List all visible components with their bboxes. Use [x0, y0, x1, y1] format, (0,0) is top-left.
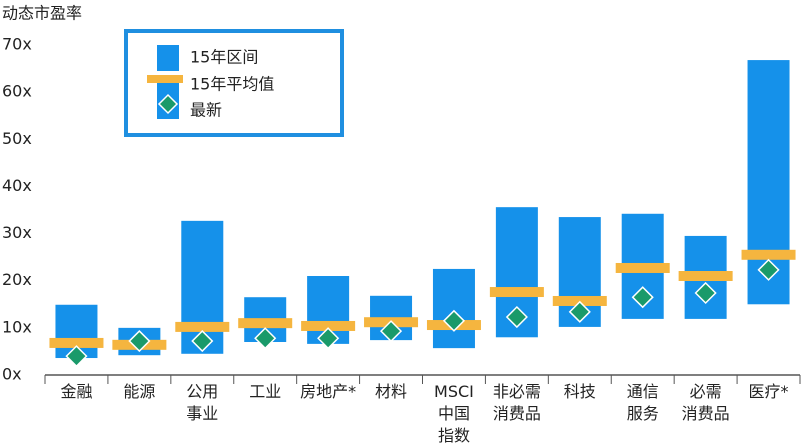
- latest-marker: [317, 327, 340, 350]
- y-tick-label: 30x: [2, 223, 32, 242]
- x-tick-label: 医疗*: [749, 382, 789, 401]
- average-marker: [489, 287, 544, 298]
- x-tick-label-line: MSCI: [434, 382, 474, 401]
- y-tick-label: 40x: [2, 176, 32, 195]
- x-tick-label: 通信服务: [627, 382, 659, 423]
- x-tick-label-line: 服务: [627, 404, 659, 423]
- y-tick-label: 10x: [2, 317, 32, 336]
- latest-marker: [505, 305, 528, 329]
- latest-marker: [568, 300, 591, 323]
- latest-marker: [757, 258, 780, 281]
- x-tick-label: 非必需消费品: [493, 382, 541, 423]
- x-tick-label-line: 事业: [186, 404, 218, 423]
- legend-swatch: [157, 93, 179, 115]
- x-tick-label-line: 消费品: [493, 404, 541, 423]
- x-tick-label-line: 工业: [249, 382, 281, 401]
- x-tick-label-line: 金融: [60, 382, 92, 401]
- latest-marker: [379, 320, 403, 343]
- legend-swatch: [147, 75, 183, 83]
- x-tick-label: 能源: [123, 382, 155, 401]
- x-tick-label: 工业: [249, 382, 281, 401]
- legend-label: 15年区间: [190, 48, 258, 67]
- x-tick-label-line: 中国: [438, 404, 470, 423]
- x-tick-label: 房地产*: [300, 382, 356, 401]
- average-marker: [615, 262, 670, 273]
- x-tick-label-line: 消费品: [682, 404, 730, 423]
- y-tick-label: 20x: [2, 270, 32, 289]
- x-tick-label-line: 医疗*: [749, 382, 789, 401]
- legend-label: 最新: [190, 101, 222, 120]
- x-tick-label-line: 指数: [438, 426, 470, 445]
- latest-marker: [631, 286, 654, 309]
- x-tick-label-line: 能源: [123, 382, 155, 401]
- x-tick-label-line: 非必需: [493, 382, 541, 401]
- x-tick-label-line: 材料: [375, 382, 407, 401]
- latest-marker: [65, 345, 88, 368]
- x-tick-label: 必需消费品: [682, 382, 730, 423]
- y-tick-label: 0x: [2, 365, 22, 384]
- x-tick-label-line: 通信: [627, 382, 659, 401]
- x-tick-label-line: 公用: [186, 382, 218, 401]
- y-tick-label: 70x: [2, 35, 32, 54]
- x-tick-label-line: 必需: [690, 382, 722, 401]
- average-marker: [301, 320, 356, 331]
- y-axis-title: 动态市盈率: [2, 4, 82, 23]
- x-tick-label-line: 科技: [564, 382, 596, 401]
- average-marker: [678, 271, 733, 281]
- range-bar: [432, 268, 475, 349]
- y-tick-label: 50x: [2, 129, 32, 148]
- x-tick-label-line: 房地产*: [300, 382, 356, 401]
- legend-swatch: [157, 45, 179, 71]
- x-tick-label: 公用事业: [186, 382, 218, 423]
- y-tick-label: 60x: [2, 82, 32, 101]
- x-tick-label: 科技: [564, 382, 596, 401]
- latest-marker: [254, 327, 277, 350]
- x-tick-label: 金融: [60, 382, 92, 401]
- average-marker: [49, 337, 104, 348]
- average-marker: [238, 318, 293, 329]
- latest-marker: [694, 281, 717, 305]
- x-tick-label: 材料: [375, 382, 407, 401]
- x-tick-label: MSCI 中国指数: [434, 382, 474, 445]
- latest-marker: [442, 309, 466, 332]
- latest-marker: [128, 329, 151, 353]
- legend-label: 15年平均值: [190, 75, 274, 94]
- legend-swatch: [157, 83, 179, 95]
- average-marker: [741, 249, 796, 260]
- latest-marker: [191, 329, 214, 353]
- average-marker: [175, 321, 230, 332]
